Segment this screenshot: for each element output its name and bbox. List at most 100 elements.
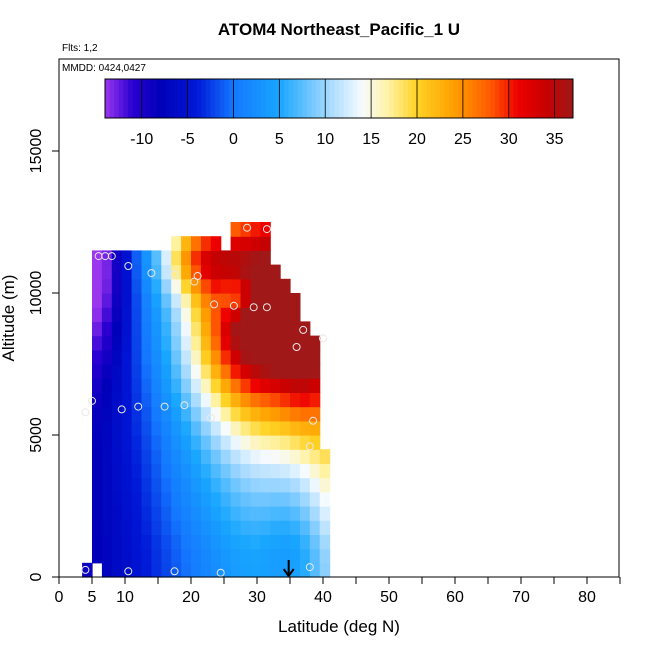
colorbar: -10 -5 0 5 10 15 20 25 30 35 xyxy=(104,78,574,148)
colorbar-segment xyxy=(531,79,537,118)
heatmap-cell xyxy=(151,392,162,408)
heatmap-cell xyxy=(260,562,271,578)
heatmap-cell xyxy=(101,364,113,379)
heatmap-cell xyxy=(299,520,311,535)
heatmap-cell xyxy=(260,250,271,266)
heatmap-cell xyxy=(171,250,182,266)
heatmap-cell xyxy=(230,463,242,479)
heatmap-cell xyxy=(220,307,232,322)
heatmap-cell xyxy=(121,335,133,351)
heatmap-cell xyxy=(319,491,331,507)
heatmap-cell xyxy=(121,378,133,393)
colorbar-segment xyxy=(137,79,143,118)
colorbar-segment xyxy=(540,79,546,118)
heatmap-cell xyxy=(210,278,222,294)
heatmap-cell xyxy=(230,335,242,351)
heatmap-cell xyxy=(101,335,113,351)
observation-points xyxy=(81,223,327,577)
heatmap-cell xyxy=(240,449,251,464)
colorbar-segment xyxy=(293,79,299,118)
heatmap-cell xyxy=(240,420,251,436)
heatmap-cell xyxy=(181,321,192,337)
colorbar-segment xyxy=(361,79,367,118)
heatmap-cell xyxy=(191,534,202,550)
heatmap-cell xyxy=(309,506,321,521)
colorbar-segment xyxy=(462,79,468,118)
heatmap-cell xyxy=(200,548,212,564)
heatmap-cell xyxy=(121,250,133,266)
heatmap-cell xyxy=(111,449,123,464)
heatmap-cell xyxy=(191,250,202,266)
heatmap-cell xyxy=(250,321,261,337)
heatmap-cell xyxy=(151,548,162,564)
observation-point xyxy=(210,300,219,309)
heatmap-cell xyxy=(210,264,222,280)
heatmap-cell xyxy=(230,392,242,408)
heatmap-cell xyxy=(309,378,321,393)
heatmap-cell xyxy=(290,392,301,408)
heatmap-cell xyxy=(161,491,172,507)
heatmap-cell xyxy=(92,449,103,464)
heatmap-cell xyxy=(200,520,212,535)
heatmap-cell xyxy=(181,236,192,251)
heatmap-cell xyxy=(270,392,281,408)
heatmap-cell xyxy=(210,420,222,436)
colorbar-segment xyxy=(311,79,317,118)
heatmap-cell xyxy=(290,520,301,535)
heatmap-cell xyxy=(181,406,192,422)
heatmap-cell xyxy=(270,293,281,308)
heatmap-cell xyxy=(92,548,103,564)
heatmap-cell xyxy=(191,548,202,564)
colorbar-segment xyxy=(302,79,308,118)
heatmap-cell xyxy=(309,463,321,479)
colorbar-segment xyxy=(325,79,331,118)
colorbar-segment xyxy=(247,79,253,118)
heatmap-cell xyxy=(309,392,321,408)
colorbar-segment xyxy=(173,79,179,118)
heatmap-cell xyxy=(141,392,152,408)
observation-point xyxy=(88,396,96,405)
heatmap-cell xyxy=(151,562,162,578)
heatmap-cell xyxy=(240,520,251,535)
heatmap-cell xyxy=(92,378,103,393)
x-tick-label: 20 xyxy=(182,589,200,606)
heatmap-cell xyxy=(230,435,242,450)
heatmap-cell xyxy=(161,278,172,294)
colorbar-fill xyxy=(105,79,574,118)
heatmap-cell xyxy=(260,392,271,408)
observation-point xyxy=(309,416,318,425)
heatmap-cell xyxy=(191,321,202,337)
heatmap-cell xyxy=(220,506,232,521)
heatmap-cell xyxy=(260,548,271,564)
heatmap-cell xyxy=(131,278,143,294)
heatmap-cell xyxy=(171,449,182,464)
heatmap-cell xyxy=(260,364,271,379)
heatmap-cell xyxy=(171,491,182,507)
colorbar-segment xyxy=(439,79,445,118)
heatmap-cell xyxy=(92,534,103,550)
observation-point xyxy=(81,565,90,574)
y-tick-label: 15000 xyxy=(28,129,45,174)
arrow-head xyxy=(282,568,295,578)
heatmap-cell xyxy=(230,378,242,393)
heatmap-cell xyxy=(92,264,103,280)
heatmap-cell xyxy=(151,250,162,266)
heatmap-cell xyxy=(270,449,281,464)
heatmap-cell xyxy=(161,250,172,266)
heatmap-cell xyxy=(299,562,311,578)
heatmap-cell xyxy=(200,307,212,322)
heatmap-cell xyxy=(92,477,103,493)
colorbar-segment xyxy=(407,79,413,118)
heatmap-cell xyxy=(111,420,123,436)
heatmap-cell xyxy=(181,477,192,493)
observation-point xyxy=(319,334,327,343)
colorbar-segment xyxy=(527,79,533,118)
heatmap-cell xyxy=(260,477,271,493)
heatmap-cell xyxy=(280,278,291,294)
observation-point xyxy=(124,567,133,576)
heatmap-cell xyxy=(240,562,251,578)
colorbar-segment xyxy=(320,79,326,118)
heatmap-cell xyxy=(220,449,232,464)
heatmap-cell xyxy=(260,449,271,464)
heatmap-cell xyxy=(92,435,103,450)
